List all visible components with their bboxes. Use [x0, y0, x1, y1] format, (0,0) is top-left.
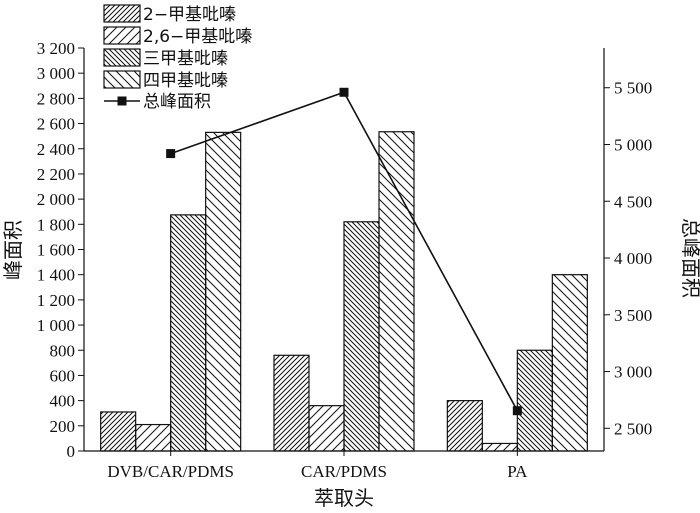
left-y-tick-label: 1 800 — [37, 215, 75, 234]
left-y-tick-label: 0 — [67, 442, 76, 461]
bar — [135, 423, 172, 452]
bar — [205, 131, 242, 452]
left-y-tick-label: 2 200 — [37, 165, 75, 184]
right-y-tick-label: 3 000 — [614, 363, 652, 382]
legend-label: 总峰面积 — [143, 92, 211, 112]
left-y-tick-label: 3 000 — [37, 64, 75, 83]
right-y-ticks: 2 500 3 000 3 500 4 000 4 500 5 000 5 500 — [604, 79, 652, 438]
bar — [170, 214, 207, 452]
x-tick-label: DVB/CAR/PDMS — [107, 462, 234, 481]
left-y-tick-label: 1 000 — [37, 316, 75, 335]
left-y-ticks: 0 200 400 600 800 1 000 1 200 1 400 1 600 1 800 2 … — [37, 39, 84, 461]
bar — [343, 221, 380, 452]
left-y-tick-label: 2 800 — [37, 89, 75, 108]
left-y-tick-label: 1 600 — [37, 241, 75, 260]
total-line-point — [339, 87, 349, 97]
bar — [551, 274, 588, 452]
legend-swatch — [103, 70, 141, 89]
legend-label: 四甲基吡嗪 — [143, 71, 228, 91]
total-line-series — [166, 87, 522, 416]
left-y-tick-label: 1 200 — [37, 291, 75, 310]
right-y-tick-label: 4 000 — [614, 249, 652, 268]
x-tick-label: CAR/PDMS — [301, 462, 387, 481]
legend-label: 2−甲基吡嗪 — [143, 5, 236, 25]
total-line-point — [512, 406, 522, 416]
legend-line-marker — [117, 96, 127, 106]
left-y-tick-label: 800 — [50, 341, 76, 360]
x-tick-label: PA — [507, 462, 528, 481]
left-y-tick-label: 600 — [50, 366, 76, 385]
left-y-tick-label: 1 400 — [37, 266, 75, 285]
bars — [100, 131, 588, 452]
right-y-tick-label: 4 500 — [614, 192, 652, 211]
legend-swatch — [103, 48, 141, 67]
legend-swatch — [103, 26, 141, 45]
right-y-tick-label: 5 000 — [614, 135, 652, 154]
left-y-tick-label: 2 400 — [37, 140, 75, 159]
x-axis-title: 萃取头 — [314, 486, 374, 510]
legend-label: 2,6−甲基吡嗪 — [143, 27, 252, 47]
legend-swatch — [103, 4, 141, 23]
left-y-tick-label: 3 200 — [37, 39, 75, 58]
right-y-tick-label: 5 500 — [614, 79, 652, 98]
right-y-tick-label: 2 500 — [614, 419, 652, 438]
left-y-tick-label: 2 600 — [37, 115, 75, 134]
x-ticks: DVB/CAR/PDMS CAR/PDMS PA — [107, 451, 528, 481]
left-y-tick-label: 200 — [50, 417, 76, 436]
left-y-tick-label: 400 — [50, 392, 76, 411]
bar — [378, 131, 415, 452]
total-line-point — [166, 149, 176, 159]
left-y-tick-label: 2 000 — [37, 190, 75, 209]
legend-label: 三甲基吡嗪 — [143, 49, 228, 69]
bar — [100, 411, 137, 452]
bar — [308, 405, 345, 452]
bar — [481, 442, 518, 452]
bar — [446, 400, 483, 452]
right-y-axis-title: 总峰面积 — [679, 218, 700, 298]
left-y-axis-title: 峰面积 — [1, 220, 25, 280]
bar — [273, 354, 310, 452]
right-y-tick-label: 3 500 — [614, 306, 652, 325]
bar — [516, 349, 553, 452]
